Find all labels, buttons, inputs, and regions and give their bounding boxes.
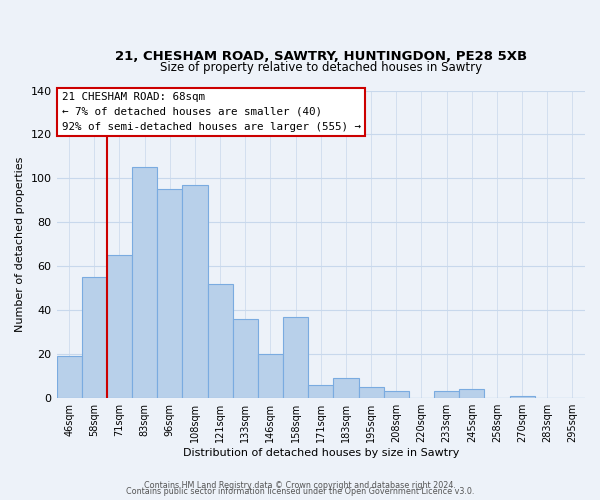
Bar [182,185,208,398]
Bar [82,277,107,398]
X-axis label: Distribution of detached houses by size in Sawtry: Distribution of detached houses by size … [182,448,459,458]
Text: 21 CHESHAM ROAD: 68sqm
← 7% of detached houses are smaller (40)
92% of semi-deta: 21 CHESHAM ROAD: 68sqm ← 7% of detached … [62,92,361,132]
Bar [258,354,283,398]
Bar [283,316,308,398]
Text: Contains public sector information licensed under the Open Government Licence v3: Contains public sector information licen… [126,487,474,496]
Bar [434,391,459,398]
Text: Size of property relative to detached houses in Sawtry: Size of property relative to detached ho… [160,60,482,74]
Bar [107,255,132,398]
Bar [132,168,157,398]
Bar [208,284,233,398]
Y-axis label: Number of detached properties: Number of detached properties [15,156,25,332]
Title: 21, CHESHAM ROAD, SAWTRY, HUNTINGDON, PE28 5XB: 21, CHESHAM ROAD, SAWTRY, HUNTINGDON, PE… [115,50,527,63]
Bar [233,318,258,398]
Bar [308,384,334,398]
Bar [459,389,484,398]
Bar [334,378,359,398]
Bar [56,356,82,398]
Bar [157,190,182,398]
Text: Contains HM Land Registry data © Crown copyright and database right 2024.: Contains HM Land Registry data © Crown c… [144,481,456,490]
Bar [359,386,383,398]
Bar [383,391,409,398]
Bar [509,396,535,398]
